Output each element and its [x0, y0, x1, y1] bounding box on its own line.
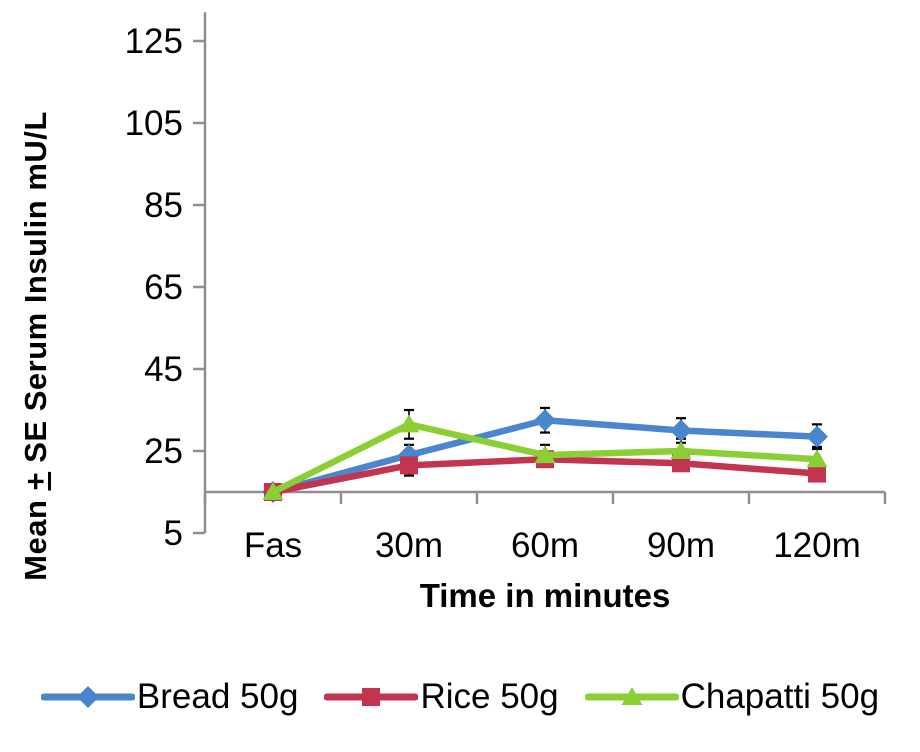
diamond-marker [534, 409, 556, 432]
x-tick-label: 120m [773, 526, 861, 565]
triangle-marker [398, 414, 420, 433]
triangle-marker [806, 449, 828, 468]
x-axis-title: Time in minutes [419, 577, 671, 614]
legend-label: Chapatti 50g [680, 677, 880, 716]
y-tick-label: 5 [164, 514, 183, 553]
legend-item-1: Rice 50g [324, 676, 559, 718]
legend-swatch-triangle-icon [584, 687, 679, 705]
x-tick-label: Fas [244, 526, 302, 565]
legend-label: Bread 50g [136, 677, 299, 716]
y-tick-label: 65 [144, 268, 183, 307]
legend-label: Rice 50g [420, 677, 559, 716]
square-marker [362, 688, 381, 706]
square-marker [808, 464, 826, 483]
legend-swatch-square-icon [324, 688, 419, 706]
y-tick-label: 25 [144, 432, 183, 471]
y-tick-label: 105 [125, 104, 183, 143]
y-tick-label: 85 [144, 186, 183, 225]
triangle-marker [534, 445, 556, 464]
plot-svg: 5 25 45 65 85 105 125 Fas 30m 60m 90m 120m [125, 12, 887, 565]
y-axis-title-suffix: SE Serum Insulin mU/L [18, 111, 53, 472]
x-tick-label: 90m [647, 526, 715, 565]
legend-item-0: Bread 50g [40, 676, 299, 718]
y-axis-title: Mean + SE Serum Insulin mU/L [18, 111, 54, 581]
y-tick-label: 45 [144, 350, 183, 389]
x-tick-label: 30m [375, 526, 443, 565]
legend: Bread 50g Rice 50g Chapatti 50g [0, 676, 920, 718]
legend-swatch-diamond-icon [40, 686, 135, 708]
y-axis-title-prefix: Mean [18, 490, 53, 581]
plus-minus-sign: + [18, 471, 53, 491]
triangle-marker [262, 482, 284, 500]
y-tick-label: 125 [125, 22, 183, 61]
triangle-marker [670, 441, 692, 459]
diamond-marker [806, 425, 828, 448]
legend-item-2: Chapatti 50g [584, 676, 880, 718]
diamond-marker [76, 686, 99, 708]
diamond-marker [670, 419, 692, 442]
x-tick-label: 60m [511, 526, 579, 565]
square-marker [400, 456, 418, 475]
triangle-marker [621, 687, 643, 705]
